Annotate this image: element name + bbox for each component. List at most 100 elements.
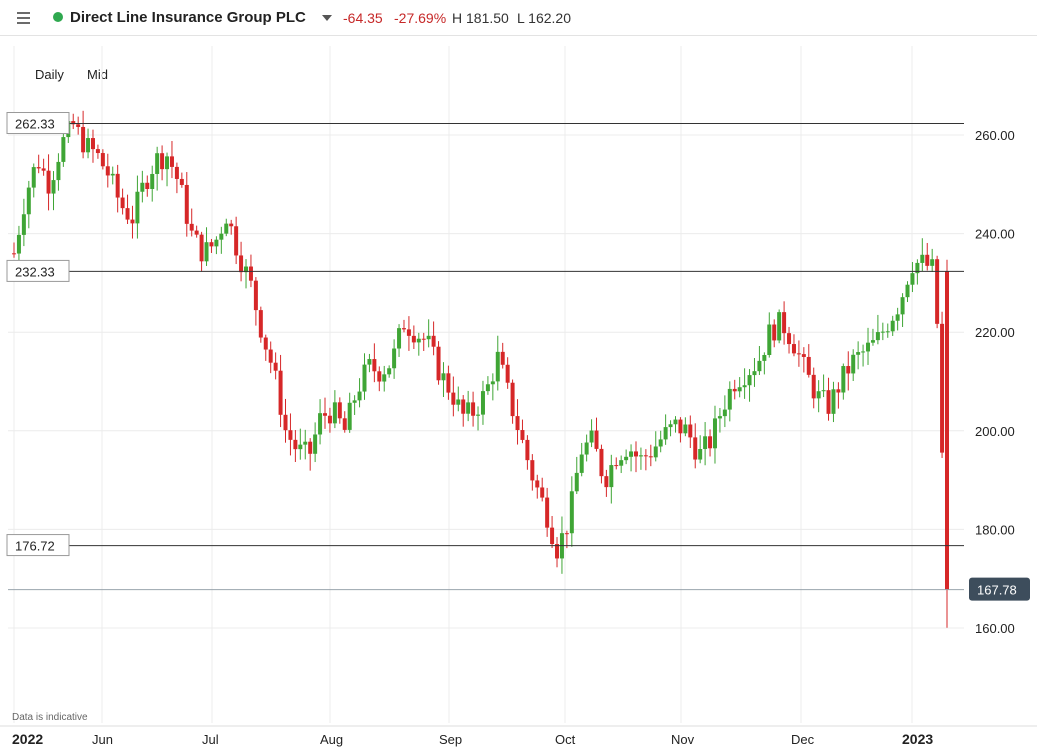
y-axis: 260.00 240.00 220.00 200.00 180.00 160.00 — [975, 128, 1015, 636]
candle-body — [278, 370, 283, 415]
candle-body — [930, 259, 935, 266]
candle-body — [594, 430, 599, 449]
y-tick-label: 220.00 — [975, 325, 1015, 340]
interval-selector[interactable]: Daily — [35, 67, 64, 82]
candle-body — [856, 352, 861, 355]
x-tick-label: 2022 — [12, 731, 43, 747]
candle-body — [234, 226, 239, 256]
candle-body — [940, 323, 945, 453]
candle-body — [796, 353, 801, 355]
candle-body — [194, 230, 199, 235]
candle-body — [870, 340, 875, 343]
candle-body — [56, 161, 61, 181]
hamburger-menu-icon[interactable] — [14, 8, 36, 28]
candle-body — [791, 344, 796, 354]
last-price-box — [969, 577, 1030, 601]
candle-body — [841, 366, 846, 393]
candle-body — [485, 384, 490, 392]
candle-body — [673, 419, 678, 425]
candle-body — [579, 454, 584, 473]
candle-body — [357, 391, 362, 401]
candle-body — [283, 414, 288, 431]
candle-body — [397, 328, 402, 349]
candle-body — [100, 153, 105, 167]
candle-body — [258, 310, 263, 338]
price-type-selector[interactable]: Mid — [87, 67, 108, 82]
instrument-name[interactable]: Direct Line Insurance Group PLC — [70, 9, 306, 26]
candle-body — [347, 402, 352, 430]
candle-body — [490, 381, 495, 385]
candle-body — [441, 373, 446, 381]
candle-body — [900, 297, 905, 315]
candle-body — [712, 418, 717, 449]
candle-body — [392, 348, 397, 369]
x-tick-label: Aug — [320, 732, 343, 747]
x-tick-label: 2023 — [902, 731, 933, 747]
candle-body — [219, 233, 224, 240]
candle-body — [471, 402, 476, 416]
candle-body — [767, 324, 772, 356]
price-level-label: 262.33 — [15, 117, 55, 132]
candle-body — [846, 366, 851, 374]
candle-body — [614, 465, 619, 467]
price-level-box — [6, 112, 70, 135]
candle-body — [411, 335, 416, 343]
candle-body — [816, 391, 821, 399]
candle-body — [510, 382, 515, 417]
candle-body — [648, 456, 653, 458]
candle-body — [189, 223, 194, 231]
candle-body — [653, 446, 658, 458]
candle-body — [372, 359, 377, 372]
y-tick-label: 180.00 — [975, 522, 1015, 537]
candle-body — [248, 266, 253, 281]
candle-body — [76, 124, 81, 127]
candle-body — [777, 312, 782, 341]
candle-body — [406, 329, 411, 336]
candle-body — [772, 324, 777, 341]
candle-body — [51, 180, 56, 194]
y-tick-label: 240.00 — [975, 227, 1015, 242]
candle-body — [90, 138, 95, 150]
candle-body — [609, 465, 614, 488]
candle-body — [683, 424, 688, 434]
candle-body — [362, 364, 367, 392]
candle-body — [658, 439, 663, 447]
chart-grid — [0, 46, 1037, 727]
x-tick-label: Jul — [202, 732, 219, 747]
candle-body — [752, 371, 757, 376]
price-level-label: 232.33 — [15, 264, 55, 279]
candle-body — [890, 320, 895, 332]
instrument-dropdown-icon[interactable] — [322, 15, 332, 21]
candle-body — [26, 187, 31, 215]
candle-body — [480, 391, 485, 415]
candle-body — [174, 166, 179, 179]
candle-body — [41, 168, 46, 171]
candle-body — [318, 413, 323, 435]
candle-body — [530, 460, 535, 481]
candle-body — [416, 338, 421, 343]
candle-body — [273, 362, 278, 371]
candle-body — [263, 337, 268, 350]
candle-body — [945, 271, 949, 590]
candle-body — [337, 402, 342, 419]
candle-body — [920, 254, 925, 263]
horizontal-lines: 262.33 232.33 176.72 — [6, 112, 964, 557]
candle-body — [722, 409, 727, 417]
candle-body — [535, 480, 540, 488]
price-level-box — [6, 534, 70, 557]
candle-body — [150, 173, 155, 189]
price-level-box — [6, 259, 70, 282]
last-price-marker: 167.78 — [8, 577, 1030, 601]
candle-body — [115, 173, 120, 198]
candle-body — [12, 253, 16, 255]
candle-body — [95, 149, 100, 154]
session-low: L 162.20 — [517, 10, 571, 26]
candle-body — [555, 544, 560, 559]
candle-body — [866, 342, 871, 352]
candlestick-chart[interactable]: 262.33 232.33 176.72 260.00 240.00 220.00 200… — [0, 36, 1037, 753]
candle-body — [421, 338, 426, 340]
candle-body — [668, 424, 673, 428]
candle-body — [367, 359, 372, 365]
candle-body — [935, 259, 940, 324]
candle-body — [885, 331, 890, 333]
